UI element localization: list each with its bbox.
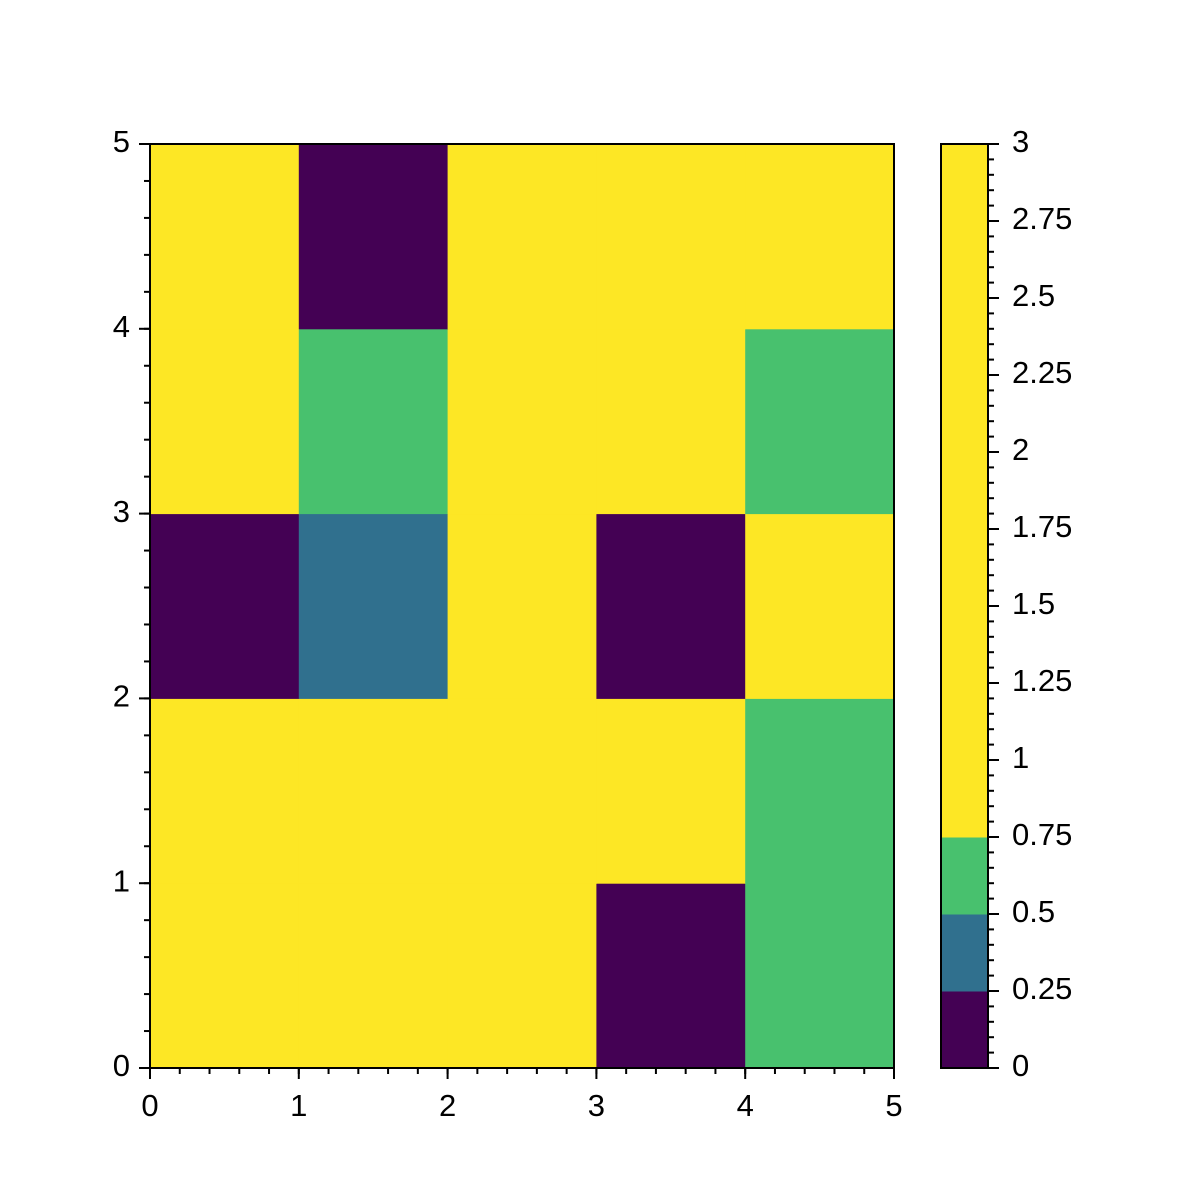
cell (596, 144, 746, 330)
y-tick-label: 1 (113, 863, 130, 898)
colorbar-segment (941, 914, 988, 992)
y-tick-label: 3 (113, 494, 130, 529)
x-tick-label: 3 (588, 1088, 605, 1123)
x-tick-label: 5 (885, 1088, 902, 1123)
cell (298, 883, 449, 1069)
cell (745, 328, 895, 515)
colorbar-tick-label: 2.25 (1012, 355, 1072, 390)
colorbar-tick-label: 1.25 (1012, 663, 1072, 698)
y-tick-label: 4 (113, 309, 130, 344)
cell (447, 144, 597, 330)
y-tick-label: 5 (113, 124, 130, 159)
cell (150, 698, 300, 884)
cell (447, 698, 597, 884)
cell (596, 328, 746, 515)
colorbar-tick-label: 2.75 (1012, 201, 1072, 236)
colorbar-tick-label: 0.25 (1012, 971, 1072, 1006)
colorbar-tick-label: 0.75 (1012, 817, 1072, 852)
cell (150, 883, 300, 1069)
cell (298, 513, 449, 699)
cell (447, 328, 597, 515)
colorbar-tick-label: 2 (1012, 432, 1029, 467)
cell (298, 144, 449, 330)
x-tick-label: 2 (439, 1088, 456, 1123)
cell (745, 513, 895, 699)
cell (150, 328, 300, 515)
colorbar-tick-label: 0.5 (1012, 894, 1055, 929)
y-tick-label: 0 (113, 1048, 130, 1083)
colorbar-tick-label: 3 (1012, 124, 1029, 159)
y-tick-label: 2 (113, 679, 130, 714)
x-tick-label: 0 (141, 1088, 158, 1123)
colorbar-tick-label: 1.75 (1012, 509, 1072, 544)
cell (150, 144, 300, 330)
cell (596, 698, 746, 884)
x-tick-label: 4 (737, 1088, 754, 1123)
cell (745, 883, 895, 1069)
colorbar-tick-label: 2.5 (1012, 278, 1055, 313)
colorbar-segment (941, 991, 988, 1069)
cell (596, 883, 746, 1069)
cell (745, 144, 895, 330)
colorbar-tick-label: 1 (1012, 740, 1029, 775)
cell (447, 883, 597, 1069)
cell (298, 328, 449, 515)
plot-frame (149, 143, 895, 1069)
cell (447, 513, 597, 699)
cell (298, 698, 449, 884)
colorbar-segment (941, 837, 988, 915)
colorbar-segment (941, 144, 988, 838)
colorbar-tick-label: 0 (1012, 1048, 1029, 1083)
cell (150, 513, 300, 699)
colorbar-tick-label: 1.5 (1012, 586, 1055, 621)
cell (745, 698, 895, 884)
x-tick-label: 1 (290, 1088, 307, 1123)
cell (596, 513, 746, 699)
